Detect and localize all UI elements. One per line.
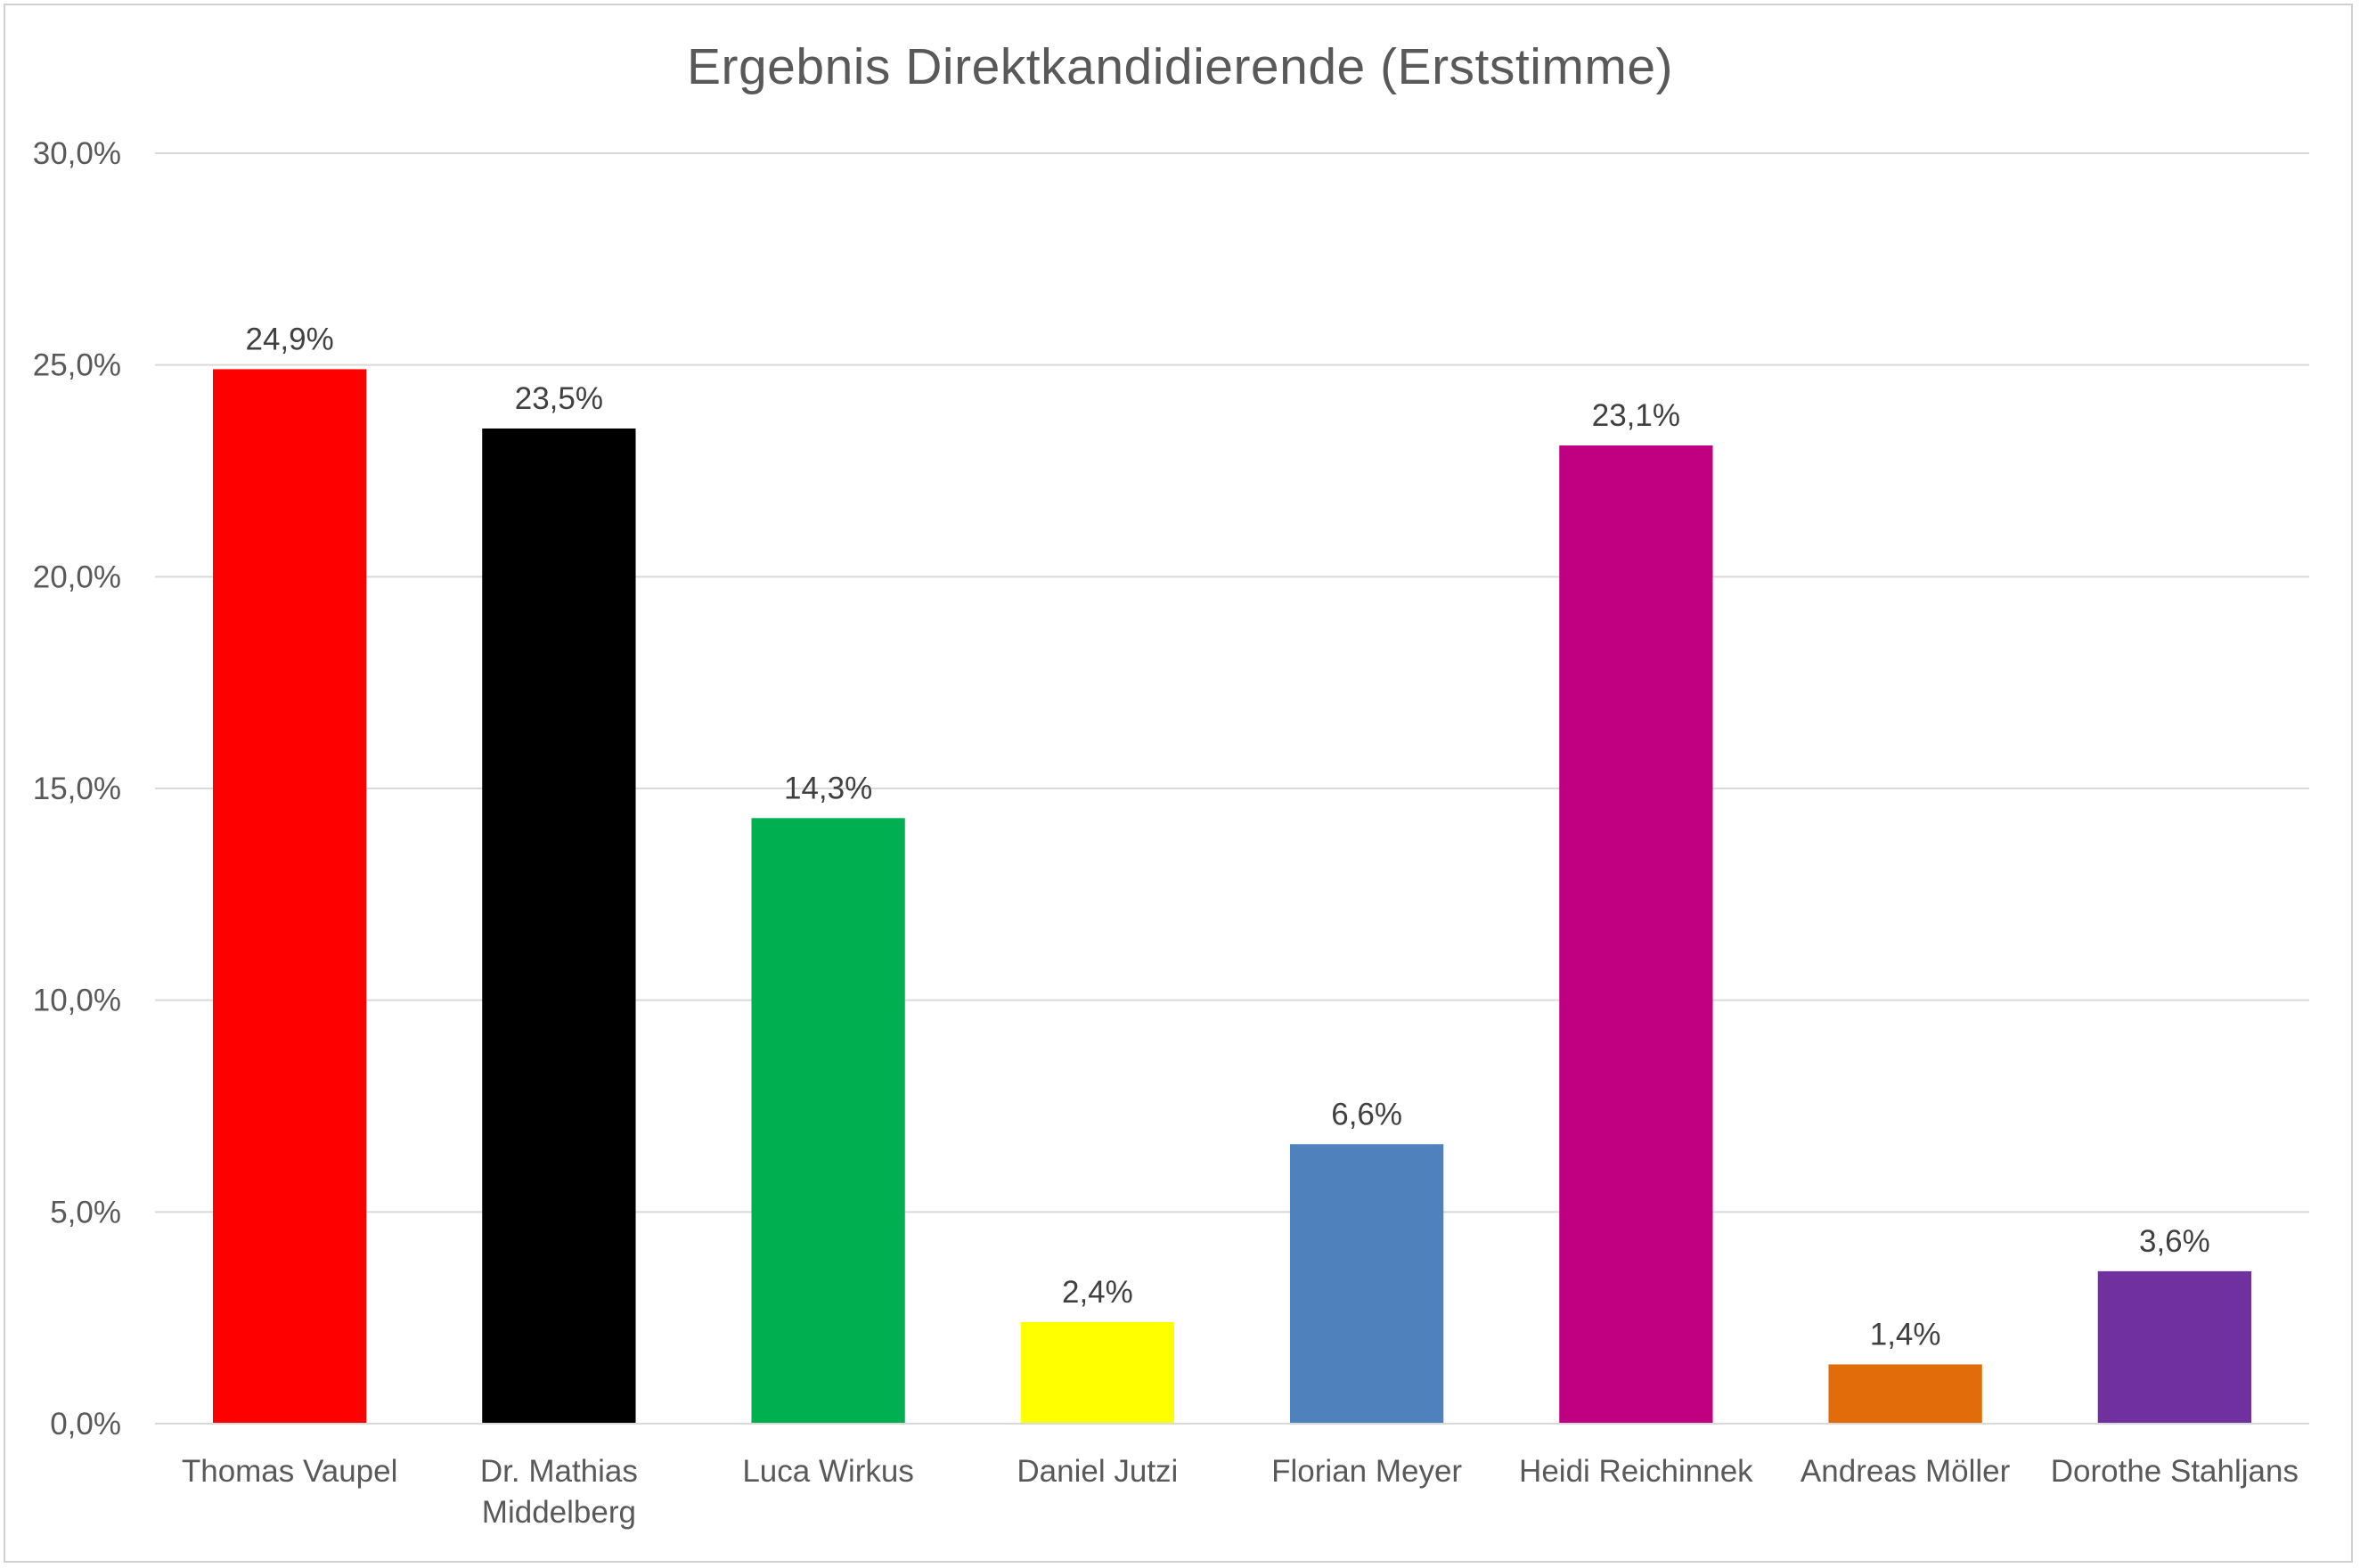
x-tick-label: Heidi Reichinnek	[1519, 1454, 1753, 1489]
y-tick-label: 0,0%	[50, 1407, 121, 1441]
bar	[482, 428, 636, 1424]
data-label: 1,4%	[1870, 1317, 1941, 1352]
y-axis-tick-labels: 0,0% 5,0% 10,0% 15,0% 20,0% 25,0% 30,0%	[33, 136, 121, 1441]
data-label: 3,6%	[2139, 1224, 2210, 1259]
data-label: 24,9%	[246, 322, 334, 356]
x-tick-label: Florian Meyer	[1271, 1454, 1462, 1489]
data-label: 23,1%	[1592, 398, 1680, 433]
x-tick-label: Dr. Mathias Middelberg	[480, 1454, 638, 1530]
y-tick-label: 30,0%	[33, 136, 121, 171]
y-tick-label: 10,0%	[33, 984, 121, 1018]
bar	[1828, 1364, 1982, 1424]
data-label: 23,5%	[515, 381, 603, 416]
y-tick-label: 5,0%	[50, 1195, 121, 1229]
bars	[212, 369, 2252, 1425]
y-tick-label: 20,0%	[33, 559, 121, 594]
x-tick-label: Andreas Möller	[1801, 1454, 2011, 1489]
data-label: 2,4%	[1062, 1275, 1133, 1310]
chart-title: Ergebnis Direktkandidierende (Erststimme…	[686, 38, 1674, 95]
chart-frame	[4, 4, 2353, 1563]
bar	[751, 818, 905, 1424]
x-tick-label: Luca Wirkus	[742, 1454, 914, 1489]
data-labels: 24,9% 23,5% 14,3% 2,4% 6,6% 23,1% 1,4% 3,6%	[246, 322, 2210, 1352]
data-label: 14,3%	[784, 771, 872, 805]
y-tick-label: 25,0%	[33, 348, 121, 383]
y-tick-label: 15,0%	[33, 772, 121, 806]
x-tick-label: Dorothe Stahljans	[2051, 1454, 2299, 1489]
x-tick-label: Daniel Jutzi	[1017, 1454, 1178, 1489]
bar	[212, 369, 367, 1424]
bar	[1559, 445, 1713, 1425]
bar	[1020, 1321, 1175, 1424]
bar	[1289, 1144, 1444, 1424]
data-label: 6,6%	[1331, 1097, 1402, 1131]
bar	[2097, 1270, 2252, 1424]
gridlines	[155, 152, 2309, 1213]
x-axis-category-labels: Thomas Vaupel Dr. Mathias Middelberg Luca W…	[182, 1454, 2299, 1530]
x-tick-label: Thomas Vaupel	[182, 1454, 398, 1489]
